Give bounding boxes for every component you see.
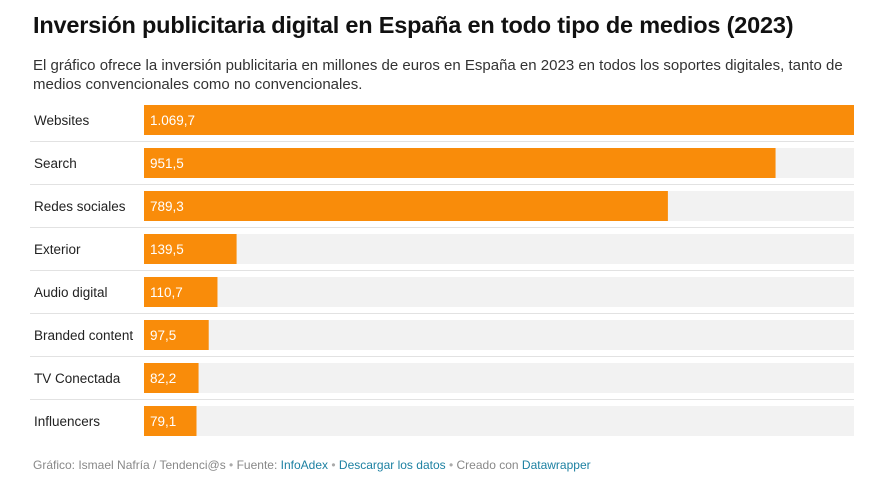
value-label: 82,2 bbox=[150, 371, 176, 386]
category-label: Audio digital bbox=[34, 285, 108, 300]
value-label: 97,5 bbox=[150, 328, 176, 343]
source-label: Fuente: bbox=[236, 458, 278, 472]
bar bbox=[144, 277, 218, 307]
category-label: Websites bbox=[34, 113, 90, 128]
bar bbox=[144, 406, 197, 436]
source-link[interactable]: InfoAdex bbox=[280, 458, 329, 472]
category-label: Redes sociales bbox=[34, 199, 126, 214]
chart-subtitle: El gráfico ofrece la inversión publicita… bbox=[33, 57, 843, 93]
bar-track bbox=[144, 320, 854, 350]
bar bbox=[144, 234, 237, 264]
value-label: 139,5 bbox=[150, 242, 184, 257]
value-label: 1.069,7 bbox=[150, 113, 195, 128]
value-label: 789,3 bbox=[150, 199, 184, 214]
bar-track bbox=[144, 406, 854, 436]
created-with-label: Creado con bbox=[456, 458, 519, 472]
value-label: 951,5 bbox=[150, 156, 184, 171]
value-label: 110,7 bbox=[150, 285, 183, 300]
bar bbox=[144, 148, 776, 178]
category-label: Branded content bbox=[34, 328, 133, 343]
bar bbox=[144, 363, 199, 393]
footer-separator: • bbox=[448, 458, 454, 472]
bar-track bbox=[144, 234, 854, 264]
category-label: Search bbox=[34, 156, 77, 171]
chart-title: Inversión publicitaria digital en España… bbox=[33, 12, 794, 38]
credit-text: Gráfico: Ismael Nafría / Tendenci@s bbox=[33, 458, 226, 472]
footer-separator: • bbox=[229, 458, 234, 472]
category-label: TV Conectada bbox=[34, 371, 121, 386]
bar bbox=[144, 105, 854, 135]
chart-footer: Gráfico: Ismael Nafría / Tendenci@s • Fu… bbox=[33, 458, 591, 472]
bar bbox=[144, 191, 668, 221]
datawrapper-link[interactable]: Datawrapper bbox=[521, 458, 591, 472]
value-label: 79,1 bbox=[150, 414, 176, 429]
category-label: Influencers bbox=[34, 414, 100, 429]
footer-separator: • bbox=[331, 458, 336, 472]
download-data-link[interactable]: Descargar los datos bbox=[338, 458, 446, 472]
category-label: Exterior bbox=[34, 242, 81, 257]
bar-track bbox=[144, 363, 854, 393]
bar-track bbox=[144, 277, 854, 307]
bar bbox=[144, 320, 209, 350]
